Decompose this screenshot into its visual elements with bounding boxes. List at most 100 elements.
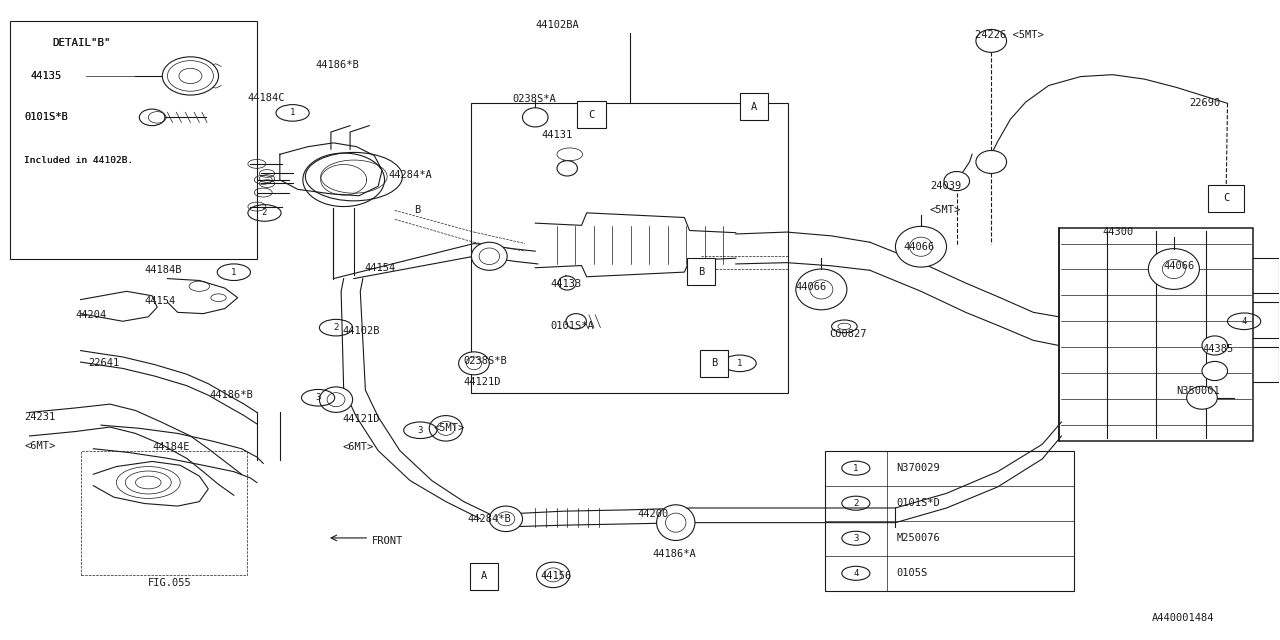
Text: 24039: 24039 — [931, 181, 961, 191]
Ellipse shape — [522, 108, 548, 127]
Bar — [700, 350, 728, 377]
Text: 0101S*A: 0101S*A — [550, 321, 594, 332]
Text: 44184E: 44184E — [152, 442, 189, 452]
Ellipse shape — [489, 506, 522, 532]
Text: FRONT: FRONT — [371, 536, 403, 546]
Text: 1: 1 — [854, 463, 859, 473]
Text: 44154: 44154 — [364, 263, 396, 273]
Ellipse shape — [163, 57, 219, 95]
Text: <6MT>: <6MT> — [24, 440, 55, 451]
Bar — [826, 451, 1074, 591]
Text: 44200: 44200 — [637, 509, 668, 518]
Text: FIG.055: FIG.055 — [148, 577, 192, 588]
Text: 44284*A: 44284*A — [388, 170, 433, 180]
Text: A440001484: A440001484 — [1152, 613, 1215, 623]
Text: 44184B: 44184B — [145, 266, 182, 275]
Text: B: B — [413, 205, 420, 216]
Bar — [471, 103, 788, 394]
Text: B: B — [710, 358, 717, 369]
Text: 3: 3 — [854, 534, 859, 543]
Circle shape — [306, 152, 402, 201]
Ellipse shape — [320, 387, 352, 412]
Ellipse shape — [558, 276, 576, 290]
Ellipse shape — [458, 352, 489, 375]
Text: 22690: 22690 — [1189, 99, 1220, 108]
Ellipse shape — [557, 161, 577, 176]
Text: 0101S*B: 0101S*B — [24, 113, 68, 122]
Text: 44066: 44066 — [1164, 261, 1196, 271]
Text: N370029: N370029 — [897, 463, 941, 473]
Text: M250076: M250076 — [897, 533, 941, 543]
Bar — [470, 563, 498, 589]
Text: 44186*B: 44186*B — [210, 390, 253, 400]
Text: C00827: C00827 — [829, 329, 867, 339]
Ellipse shape — [471, 243, 507, 270]
Ellipse shape — [566, 314, 586, 329]
Text: 2: 2 — [262, 209, 268, 218]
Ellipse shape — [975, 29, 1006, 52]
Text: 1: 1 — [289, 108, 296, 117]
Text: 3: 3 — [315, 393, 321, 403]
Text: 44184C: 44184C — [248, 93, 285, 103]
Bar — [10, 20, 257, 259]
Ellipse shape — [429, 415, 462, 441]
Text: 44131: 44131 — [541, 130, 573, 140]
Text: 4: 4 — [1242, 317, 1247, 326]
Text: 44133: 44133 — [550, 278, 582, 289]
Ellipse shape — [657, 505, 695, 540]
Ellipse shape — [1187, 387, 1217, 409]
Text: 0238S*B: 0238S*B — [463, 356, 507, 367]
Text: 44102B: 44102B — [343, 326, 380, 337]
Text: 2: 2 — [333, 323, 339, 332]
Bar — [687, 258, 716, 285]
Text: 44121D: 44121D — [343, 414, 380, 424]
Text: 44102BA: 44102BA — [535, 20, 579, 30]
Text: 44156: 44156 — [540, 571, 572, 581]
Text: 0238S*A: 0238S*A — [512, 94, 556, 104]
Bar — [577, 101, 605, 128]
Ellipse shape — [975, 150, 1006, 173]
Text: 44385: 44385 — [1202, 344, 1233, 354]
Text: 44066: 44066 — [904, 242, 934, 252]
Text: Included in 44102B.: Included in 44102B. — [24, 156, 133, 165]
Circle shape — [832, 320, 858, 333]
Text: 44135: 44135 — [31, 71, 61, 81]
Text: 2: 2 — [854, 499, 859, 508]
Text: 44300: 44300 — [1102, 227, 1134, 237]
Text: 44186*B: 44186*B — [316, 60, 360, 70]
Text: <6MT>: <6MT> — [343, 442, 374, 452]
Text: 0105S: 0105S — [897, 568, 928, 579]
Text: 44135: 44135 — [31, 71, 61, 81]
Text: DETAIL"B": DETAIL"B" — [52, 38, 111, 48]
Text: A: A — [481, 571, 488, 581]
Ellipse shape — [536, 562, 570, 588]
Text: 44186*A: 44186*A — [653, 549, 696, 559]
Text: 4: 4 — [854, 569, 859, 578]
Text: Included in 44102B.: Included in 44102B. — [24, 156, 133, 165]
Text: 44121D: 44121D — [463, 378, 502, 387]
Bar — [740, 93, 768, 120]
Ellipse shape — [896, 227, 946, 267]
Text: 24226 <5MT>: 24226 <5MT> — [974, 29, 1043, 40]
Text: C: C — [589, 110, 595, 120]
Ellipse shape — [1148, 248, 1199, 289]
Text: 3: 3 — [417, 426, 422, 435]
Text: <5MT>: <5MT> — [433, 423, 465, 433]
Text: 1: 1 — [737, 359, 742, 368]
Circle shape — [116, 467, 180, 499]
Text: 22641: 22641 — [88, 358, 119, 369]
Bar — [1208, 185, 1244, 212]
Ellipse shape — [1202, 336, 1228, 355]
Text: 44066: 44066 — [796, 282, 827, 292]
Text: B: B — [698, 267, 704, 276]
Text: 44204: 44204 — [76, 310, 106, 320]
Text: 0101S*B: 0101S*B — [24, 113, 68, 122]
Ellipse shape — [796, 269, 847, 310]
Ellipse shape — [140, 109, 165, 125]
Text: 1: 1 — [232, 268, 237, 276]
Text: 24231: 24231 — [24, 412, 55, 422]
Text: 44284*B: 44284*B — [467, 514, 511, 524]
Text: N350001: N350001 — [1176, 387, 1220, 396]
Ellipse shape — [943, 172, 969, 191]
Text: DETAIL"B": DETAIL"B" — [52, 38, 111, 48]
